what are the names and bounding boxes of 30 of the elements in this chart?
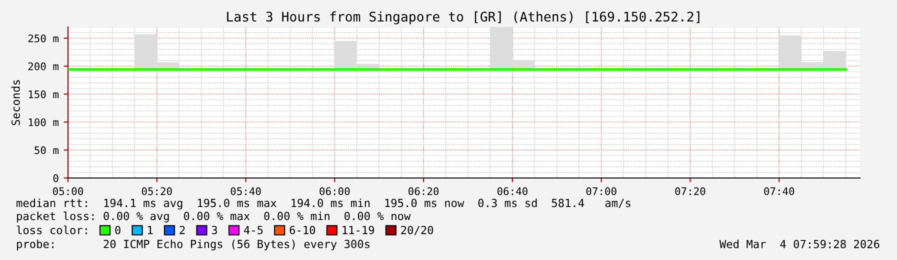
y-tick-label: 150 m: [28, 90, 58, 98]
x-tick-label: 06:20: [408, 187, 439, 196]
legend-label: 11-19: [342, 226, 374, 234]
text: Wed Mar 4 07:59:28 2026: [719, 240, 880, 248]
x-tick-label: 05:20: [142, 187, 172, 196]
x-tick-label: 06:00: [320, 187, 350, 196]
y-tick-label: 0: [53, 174, 58, 182]
text: probe: 20 ICMP Echo Pings (56 Bytes) every 300s: [17, 240, 370, 250]
x-tick-label: 05:40: [230, 187, 261, 196]
y-axis-title: Seconds: [11, 80, 20, 126]
text: median rtt: 194.1 ms avg 195.0 ms max 194.0 ms min 195.0 ms now 0.3 ms sd 581.4 am/s: [16, 198, 630, 210]
legend-label: 6-10: [290, 226, 316, 234]
legend-label: 4-5: [244, 226, 263, 234]
chart-title: Last 3 Hours from Singapore to [GR] (Athens) [169.150.252.2]: [227, 11, 700, 24]
text: packet loss: 0.00 % avg 0.00 % max 0.00 % min 0.00 % now: [17, 212, 411, 222]
x-tick-label: 05:00: [53, 187, 84, 196]
x-tick-label: 07:20: [675, 187, 706, 196]
legend-label: 20/20: [401, 226, 434, 236]
x-tick-label: 06:40: [497, 187, 528, 196]
x-tick-label: 07:40: [764, 187, 794, 196]
legend-label: 0: [115, 226, 120, 234]
legend-label: 2: [180, 226, 185, 234]
y-tick-label: 250 m: [28, 34, 58, 42]
y-tick-label: 100 m: [28, 118, 58, 126]
y-tick-label: 200 m: [28, 62, 58, 70]
legend-label: 3: [212, 226, 218, 234]
legend-title: loss color:: [16, 226, 87, 234]
legend-label: 1: [148, 226, 153, 234]
x-tick-label: 07:00: [586, 187, 616, 196]
y-tick-label: 50 m: [34, 146, 58, 154]
